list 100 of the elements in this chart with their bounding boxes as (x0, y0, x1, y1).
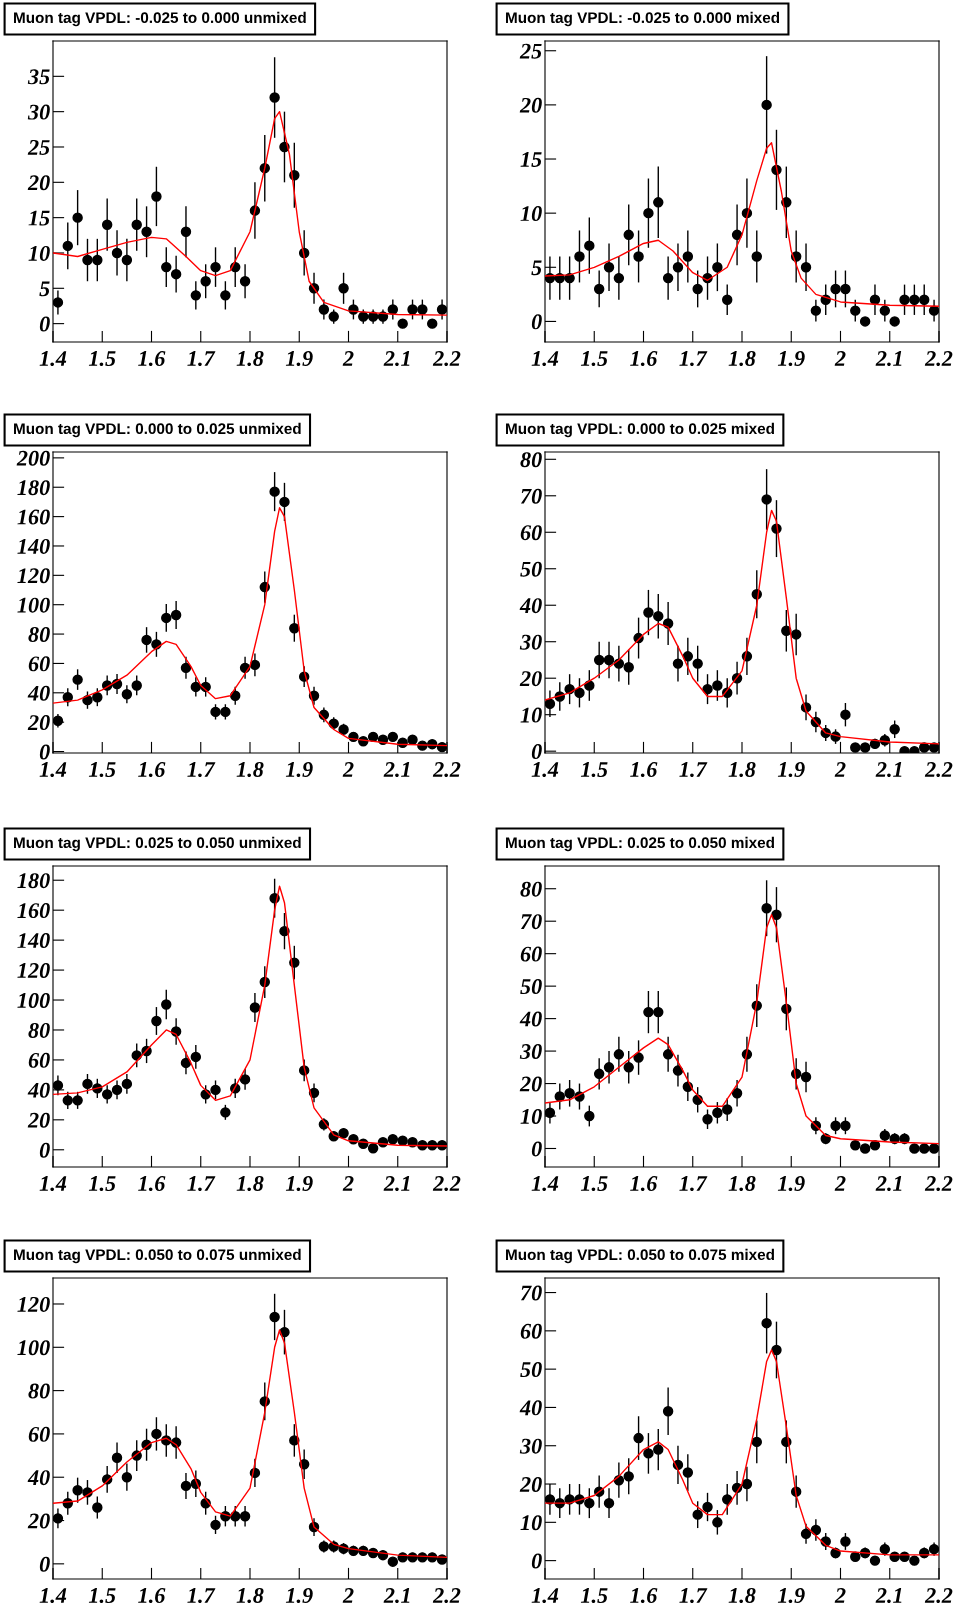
x-tick-label: 1.8 (728, 1587, 756, 1604)
y-tick-label: 20 (519, 97, 542, 113)
y-tick-label: 30 (519, 1044, 542, 1060)
y-tick-label: 60 (28, 656, 50, 672)
y-tick-label: 100 (17, 597, 50, 613)
x-tick-label: 2.1 (383, 762, 410, 778)
chart-title: Muon tag VPDL: -0.025 to 0.000 mixed (506, 11, 780, 27)
y-tick-label: 5 (531, 260, 542, 276)
x-tick-label: 2.2 (432, 1588, 461, 1604)
x-tick-label: 2.1 (383, 1588, 410, 1604)
x-tick-label: 1.6 (138, 762, 166, 778)
x-tick-label: 2.1 (383, 1176, 410, 1192)
x-tick-label: 1.9 (285, 1176, 313, 1192)
x-tick-label: 1.4 (531, 351, 559, 367)
x-tick-label: 2 (834, 1588, 846, 1603)
x-tick-label: 2.2 (432, 762, 461, 778)
y-tick-label: 60 (520, 525, 542, 541)
y-tick-label: 160 (17, 903, 50, 919)
x-tick-label: 2.1 (383, 351, 410, 367)
x-tick-label: 2.2 (432, 1176, 461, 1192)
chart-title: Muon tag VPDL: 0.025 to 0.050 mixed (506, 836, 774, 852)
y-tick-label: 180 (17, 480, 50, 496)
x-tick-label: 1.5 (580, 351, 608, 367)
x-tick-label: 1.8 (236, 350, 264, 367)
y-tick-label: 0 (39, 1142, 50, 1158)
x-tick-label: 1.7 (679, 1588, 708, 1604)
x-tick-label: 1.8 (728, 1175, 756, 1192)
x-tick-label: 2 (834, 1176, 846, 1191)
x-tick-label: 2 (342, 762, 354, 777)
x-tick-label: 1.5 (88, 351, 116, 367)
x-tick-label: 1.5 (580, 1588, 608, 1604)
x-tick-label: 1.7 (679, 1176, 708, 1192)
y-tick-label: 20 (27, 1513, 50, 1529)
y-tick-label: 0 (39, 1556, 50, 1572)
y-tick-label: 200 (16, 450, 50, 466)
x-tick-label: 2 (342, 1176, 354, 1191)
x-tick-label: 2.2 (924, 762, 953, 778)
y-tick-label: 35 (27, 69, 50, 85)
x-tick-label: 1.9 (777, 351, 805, 367)
y-tick-label: 120 (17, 963, 50, 979)
y-tick-label: 5 (39, 281, 50, 297)
y-tick-label: 100 (17, 1340, 50, 1356)
y-tick-label: 40 (27, 685, 50, 701)
x-tick-label: 1.6 (138, 1588, 166, 1604)
y-tick-label: 60 (520, 946, 542, 962)
y-tick-label: 140 (17, 538, 50, 554)
x-tick-label: 1.4 (39, 351, 67, 367)
x-tick-label: 1.8 (236, 761, 264, 778)
y-tick-label: 40 (519, 1400, 542, 1416)
y-tick-label: 40 (27, 1470, 50, 1486)
x-tick-label: 1.7 (679, 762, 708, 778)
y-tick-label: 70 (520, 488, 542, 504)
chart-title: Muon tag VPDL: 0.000 to 0.025 unmixed (14, 422, 301, 438)
y-tick-label: 10 (520, 1108, 542, 1124)
y-tick-label: 80 (520, 881, 542, 897)
y-tick-label: 30 (27, 104, 50, 120)
chart-title: Muon tag VPDL: 0.050 to 0.075 mixed (506, 1248, 774, 1264)
y-tick-label: 60 (28, 1052, 50, 1068)
y-tick-label: 0 (531, 314, 542, 330)
x-tick-label: 1.6 (630, 351, 658, 367)
x-tick-label: 1.9 (285, 762, 313, 778)
x-tick-label: 1.4 (39, 1176, 67, 1192)
x-tick-label: 2 (342, 1588, 354, 1603)
x-tick-label: 1.7 (187, 1588, 216, 1604)
y-tick-label: 60 (28, 1426, 50, 1442)
y-tick-label: 25 (519, 43, 542, 59)
x-tick-label: 1.4 (39, 762, 67, 778)
x-tick-label: 1.8 (236, 1587, 264, 1604)
y-tick-label: 0 (531, 744, 542, 760)
x-tick-label: 1.4 (531, 1588, 559, 1604)
y-tick-label: 50 (520, 979, 542, 995)
y-tick-label: 15 (520, 152, 542, 167)
x-tick-label: 1.9 (285, 1588, 313, 1604)
y-tick-label: 40 (519, 1011, 542, 1027)
x-tick-label: 2.2 (432, 351, 461, 367)
y-tick-label: 20 (27, 1112, 50, 1128)
x-tick-label: 1.8 (236, 1175, 264, 1192)
x-tick-label: 1.5 (88, 1176, 116, 1192)
x-tick-label: 2.1 (875, 1588, 902, 1604)
x-tick-label: 1.5 (580, 1176, 608, 1192)
y-tick-label: 100 (17, 992, 50, 1008)
x-tick-label: 2.2 (924, 1588, 953, 1604)
x-tick-label: 1.9 (777, 1176, 805, 1192)
y-tick-label: 0 (39, 316, 50, 332)
x-tick-label: 1.4 (531, 1176, 559, 1192)
x-tick-label: 2.2 (924, 1176, 953, 1192)
y-tick-label: 10 (520, 707, 542, 723)
x-tick-label: 1.5 (88, 1588, 116, 1604)
x-tick-label: 2.2 (924, 351, 953, 367)
y-tick-label: 80 (28, 1022, 50, 1038)
y-tick-label: 70 (520, 914, 542, 930)
x-tick-label: 1.9 (777, 762, 805, 778)
x-tick-label: 1.7 (187, 351, 216, 367)
y-tick-label: 80 (520, 452, 542, 468)
x-tick-label: 1.7 (679, 351, 708, 367)
x-tick-label: 1.8 (728, 350, 756, 367)
x-tick-label: 2.1 (875, 1176, 902, 1192)
y-tick-label: 20 (27, 715, 50, 731)
x-tick-label: 1.5 (580, 762, 608, 778)
y-tick-label: 70 (520, 1285, 542, 1301)
